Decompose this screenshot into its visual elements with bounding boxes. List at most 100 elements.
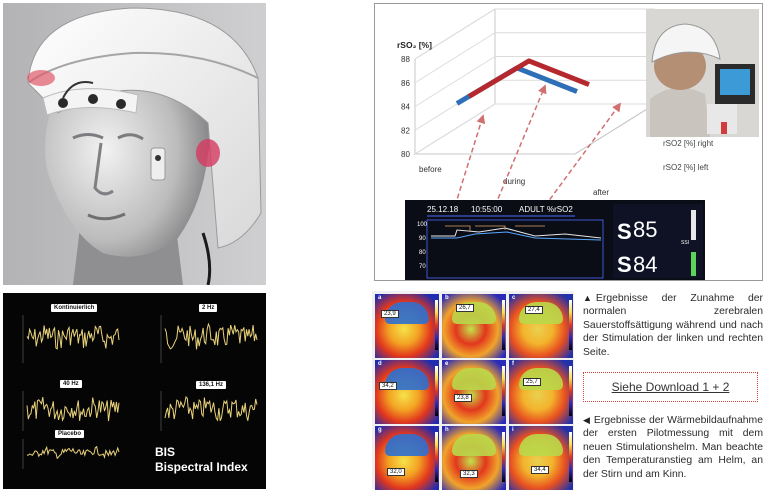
thermal-color-scale <box>569 432 572 482</box>
thermal-color-scale <box>502 300 505 350</box>
bis-waveform <box>26 397 120 422</box>
bis-title-abbr: BIS <box>155 445 176 459</box>
thermal-cell-b: b 26,7 <box>442 294 506 358</box>
monitor-axis-80: 80 <box>419 250 426 256</box>
monitor-channel: %rSO2 <box>547 205 573 214</box>
monitor-date: 25.12.18 <box>427 205 459 214</box>
bis-waveforms <box>22 315 258 469</box>
y-tick-label: 84 <box>401 103 410 112</box>
thermal-helmet-shape <box>452 434 496 456</box>
label-40hz: 40 Hz <box>60 380 82 388</box>
triangle-left-icon: ◀ <box>583 415 590 425</box>
inset-person-photo <box>646 9 759 137</box>
monitor-ssi-label: SSI <box>681 240 689 246</box>
y-tick-labels: 88 86 84 82 80 <box>401 55 410 159</box>
thermal-cell-g: g 32,0 <box>375 426 439 490</box>
bis-eeg-panel: Kontinuierlich 2 Hz 40 Hz 136,1 Hz Place… <box>3 293 266 489</box>
thermal-temp-value: 27,4 <box>525 306 543 314</box>
thermal-color-scale <box>569 300 572 350</box>
thermal-temp-value: 26,7 <box>456 304 474 312</box>
thermal-helmet-shape <box>385 302 429 324</box>
bis-waveform <box>27 445 120 460</box>
caption-thermal: ◀ Ergebnisse der Wärmebildaufnahme der er… <box>583 414 763 481</box>
rso2-chart-panel: 88 86 84 82 80 before during after rSO₂ [%] rS… <box>374 3 763 281</box>
thermal-helmet-shape <box>385 434 429 456</box>
monitor-readout-top: 85 <box>633 217 657 242</box>
thermal-image-grid: a 23,9 b 26,7 c 27,4 d 34,2 e 23,8 f 25,7 g 32,0 h 32,3… <box>372 291 574 490</box>
caption-oxygen: ▲ Ergebnisse der Zunahme der normalen zer… <box>583 292 763 359</box>
thermal-temp-value: 25,7 <box>523 378 541 386</box>
thermal-cell-label: e <box>445 361 449 367</box>
thermal-temp-value: 34,4 <box>531 466 549 474</box>
thermal-cell-f: f 25,7 <box>509 360 573 424</box>
x-category-label: after <box>593 188 609 197</box>
bis-title-full: Bispectral Index <box>155 460 248 474</box>
gridline <box>414 56 655 107</box>
thermal-temp-value: 32,0 <box>387 468 405 476</box>
thermal-cell-label: b <box>445 295 449 301</box>
monitor-axis-90: 90 <box>419 236 426 242</box>
monitor-readout-bottom: 84 <box>633 252 657 277</box>
chart-series <box>455 58 590 106</box>
download-link[interactable]: Siehe Download 1 + 2 <box>583 372 758 402</box>
monitor-s-label-bottom: S <box>617 252 632 277</box>
bis-waveform <box>164 322 258 350</box>
thermal-color-scale <box>502 366 505 416</box>
x-category-label: during <box>503 177 525 186</box>
thermal-temp-value: 23,8 <box>454 394 472 402</box>
thermal-temp-value: 34,2 <box>379 382 397 390</box>
thermal-helmet-shape <box>519 434 563 456</box>
thermal-cell-label: a <box>378 295 382 301</box>
label-placebo: Placebo <box>55 430 85 438</box>
y-tick-label: 80 <box>401 150 410 159</box>
mannequin-helmet-photo <box>3 3 266 285</box>
label-2hz: 2 Hz <box>199 304 218 312</box>
cerebral-oximeter-monitor: 25.12.18 10:55:00 ADULT %rSO2 100 90 80 … <box>405 200 705 280</box>
bis-title: BIS Bispectral Index <box>155 445 248 475</box>
gridline <box>414 8 655 60</box>
thermal-color-scale <box>569 366 572 416</box>
caption-oxygen-text: Ergebnisse der Zunahme der normalen zere… <box>583 293 763 358</box>
thermal-cell-i: i 34,4 <box>509 426 573 490</box>
y-tick-label: 86 <box>401 79 410 88</box>
y-tick-label: 88 <box>401 55 410 64</box>
gridline <box>414 103 655 155</box>
thermal-cell-c: c 27,4 <box>509 294 573 358</box>
thermal-cell-h: h 32,3 <box>442 426 506 490</box>
x-category-label: before <box>419 165 442 174</box>
chart-gridlines <box>414 8 655 155</box>
thermal-cell-label: g <box>378 427 382 433</box>
x-category-labels: before during after <box>419 165 609 197</box>
thermal-cell-label: i <box>512 427 514 433</box>
triangle-up-icon: ▲ <box>583 293 592 303</box>
gridline <box>414 79 655 131</box>
legend-left: rSO2 [%] left <box>663 163 709 172</box>
thermal-cell-e: e 23,8 <box>442 360 506 424</box>
thermal-cell-a: a 23,9 <box>375 294 439 358</box>
y-tick-label: 82 <box>401 126 410 135</box>
thermal-color-scale <box>435 300 438 350</box>
thermal-cell-d: d 34,2 <box>375 360 439 424</box>
caption-thermal-text: Ergebnisse der Wärmebildaufnahme der ers… <box>583 415 763 480</box>
monitor-mode: ADULT <box>519 205 545 214</box>
thermal-color-scale <box>502 432 505 482</box>
monitor-axis-100: 100 <box>417 222 428 228</box>
thermal-cell-label: c <box>512 295 516 301</box>
bis-waveform <box>164 396 258 422</box>
monitor-axis-70: 70 <box>419 264 426 270</box>
bis-waveform <box>26 325 120 350</box>
thermal-color-scale <box>435 432 438 482</box>
y-axis-title: rSO₂ [%] <box>397 40 432 50</box>
monitor-time: 10:55:00 <box>471 205 503 214</box>
thermal-cell-label: h <box>445 427 449 433</box>
thermal-temp-value: 32,3 <box>460 470 478 478</box>
thermal-cell-label: d <box>378 361 382 367</box>
legend-right: rSO2 [%] right <box>663 139 714 148</box>
rso2-chart: 88 86 84 82 80 before during after rSO₂ [%] rS… <box>397 8 759 280</box>
thermal-color-scale <box>435 366 438 416</box>
monitor-s-label-top: S <box>617 219 632 244</box>
thermal-temp-value: 23,9 <box>381 310 399 318</box>
thermal-cell-label: f <box>512 361 514 367</box>
series-line-right <box>467 58 590 99</box>
monitor-arrows <box>454 84 622 207</box>
